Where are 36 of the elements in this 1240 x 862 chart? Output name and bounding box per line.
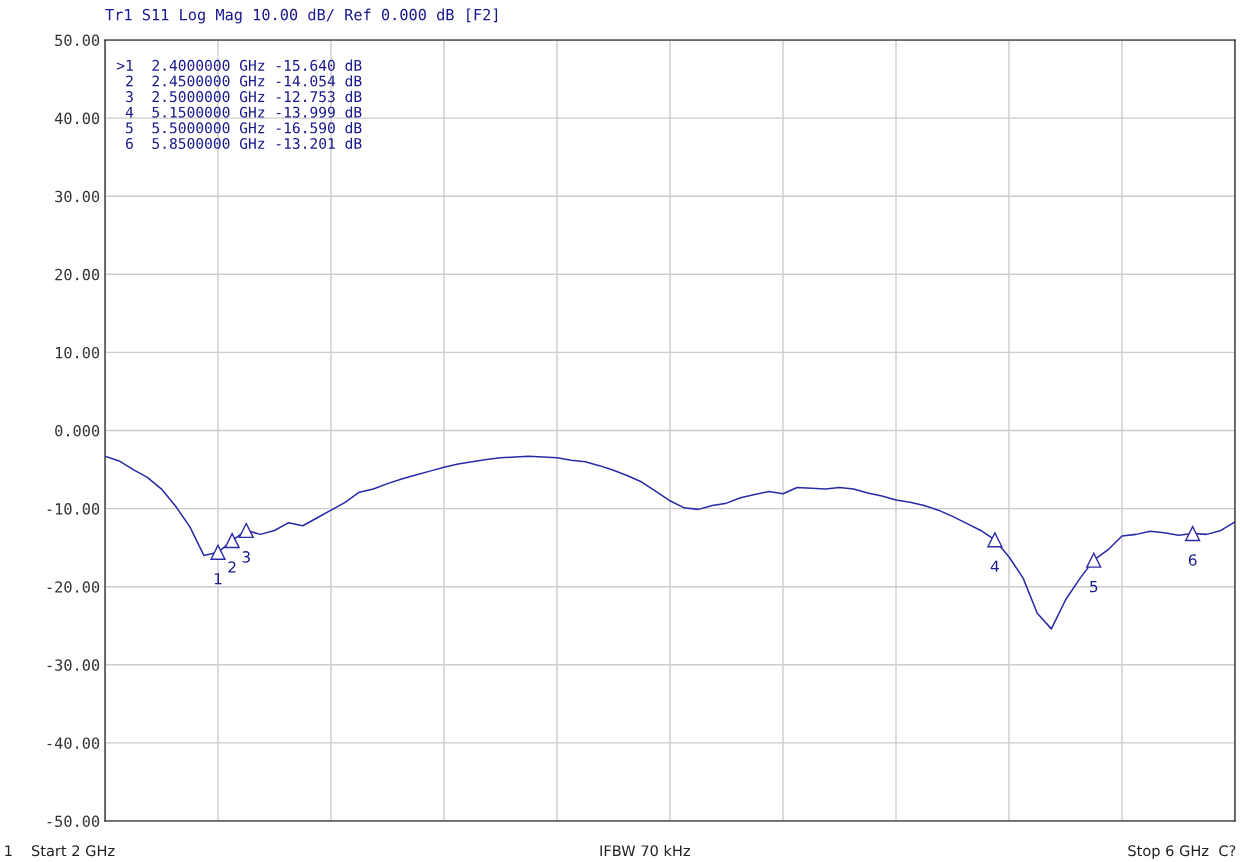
y-tick-label: -40.00 — [47, 737, 100, 749]
annotation: 3 — [242, 551, 250, 563]
y-tick-label: 50.00 — [55, 34, 100, 47]
y-tick-label: 20.00 — [55, 268, 100, 281]
chart-title: Tr1 S11 Log Mag 10.00 dB/ Ref 0.000 dB [F2] — [105, 8, 498, 24]
point — [238, 522, 254, 539]
annotation: 6 — [1188, 554, 1197, 566]
line-series — [105, 455, 1235, 630]
annotation: 5 5.5000000 GHz -16.590 dB — [126, 122, 362, 134]
y-tick-label: 40.00 — [54, 112, 100, 125]
text: Stop 6 GHz — [1128, 845, 1209, 860]
annotation: 2 — [228, 561, 236, 573]
y-tick-label: -20.00 — [47, 581, 100, 593]
text: 1 — [5, 845, 12, 857]
annotation: 4 5.1500000 GHz -13.999 dB — [125, 106, 362, 118]
point — [210, 544, 226, 560]
y-tick-label: 30.00 — [55, 190, 100, 203]
annotation: 5 — [1090, 581, 1098, 593]
annotation: >1 2.4000000 GHz -15.640 dB — [116, 59, 362, 71]
point — [224, 532, 240, 549]
point — [1086, 552, 1102, 568]
annotation: 4 — [990, 560, 999, 572]
annotation: 6 5.8500000 GHz -13.201 dB — [126, 137, 362, 149]
annotation: 2 2.4500000 GHz -14.054 dB — [126, 75, 362, 87]
y-tick-label: 10.00 — [55, 346, 100, 359]
annotation: 3 2.5000000 GHz -12.753 dB — [126, 90, 362, 103]
y-tick-label: 0.000 — [55, 425, 100, 437]
text: IFBW 70 kHz — [600, 844, 690, 857]
annotation: 1 — [214, 573, 222, 585]
y-tick-label: -10.00 — [47, 503, 100, 515]
point — [987, 532, 1003, 548]
text: Start 2 GHz — [31, 845, 115, 857]
y-tick-label: -50.00 — [47, 815, 100, 828]
point — [1184, 525, 1201, 542]
text: C? — [1219, 845, 1236, 857]
y-tick-label: -30.00 — [47, 659, 100, 671]
